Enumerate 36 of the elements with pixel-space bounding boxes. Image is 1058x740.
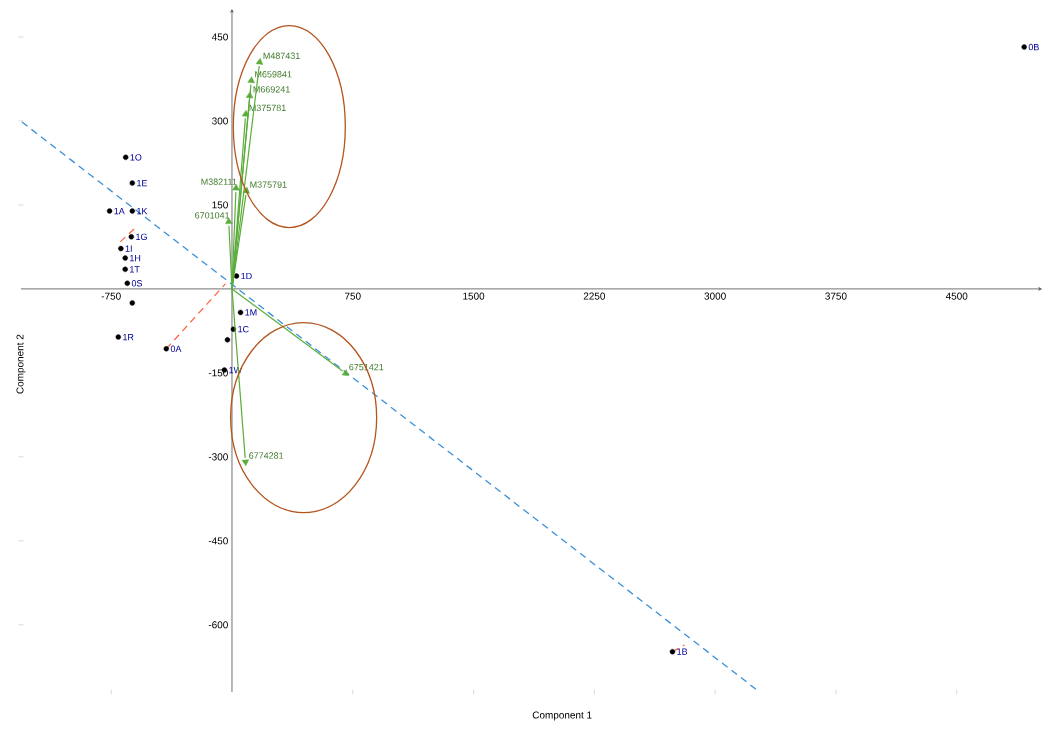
y-tick-label: -450: [208, 537, 228, 545]
annotation: 1R: [123, 333, 134, 341]
x-tick-label: 750: [344, 292, 361, 300]
annotation: 0S: [131, 280, 143, 287]
annotation: 1C: [238, 326, 249, 333]
annotation: 6774281: [249, 452, 284, 459]
annotation: M487431: [263, 52, 300, 59]
annotation: 6701041: [195, 212, 230, 219]
x-axis-title: Component 1: [532, 711, 592, 721]
annotation: 1E: [137, 180, 148, 187]
x-tick-label: 1500: [463, 292, 485, 300]
annotation: 1K: [137, 208, 148, 215]
annotation: 1H: [130, 255, 141, 262]
y-axis-title: Component 2: [16, 334, 26, 394]
x-tick-label: 3000: [704, 292, 726, 300]
y-tick-label: -600: [208, 621, 228, 629]
x-tick-label: 2250: [583, 292, 606, 300]
y-tick-label: -300: [208, 453, 228, 461]
x-tick-label: 4500: [945, 292, 968, 300]
annotation: 1M: [245, 309, 257, 316]
annotation: 1O: [130, 154, 142, 161]
annotation: 1G: [136, 233, 147, 241]
annotation: 1D: [241, 272, 252, 280]
annotation: M375791: [250, 181, 287, 188]
annotation: 1A: [114, 208, 125, 215]
y-tick-label: 450: [211, 33, 228, 41]
annotation: 1I: [125, 245, 132, 252]
x-tick-label: -750: [101, 292, 121, 300]
annotation: M382111: [201, 178, 237, 185]
x-tick-label: 3750: [825, 292, 847, 300]
y-tick-label: 150: [212, 201, 228, 209]
annotation: 0A: [170, 345, 182, 352]
annotation: 0B: [1028, 43, 1039, 51]
y-tick-label: 300: [212, 117, 228, 125]
annotation: 1B: [677, 648, 688, 655]
annotation: 1T: [130, 266, 140, 273]
